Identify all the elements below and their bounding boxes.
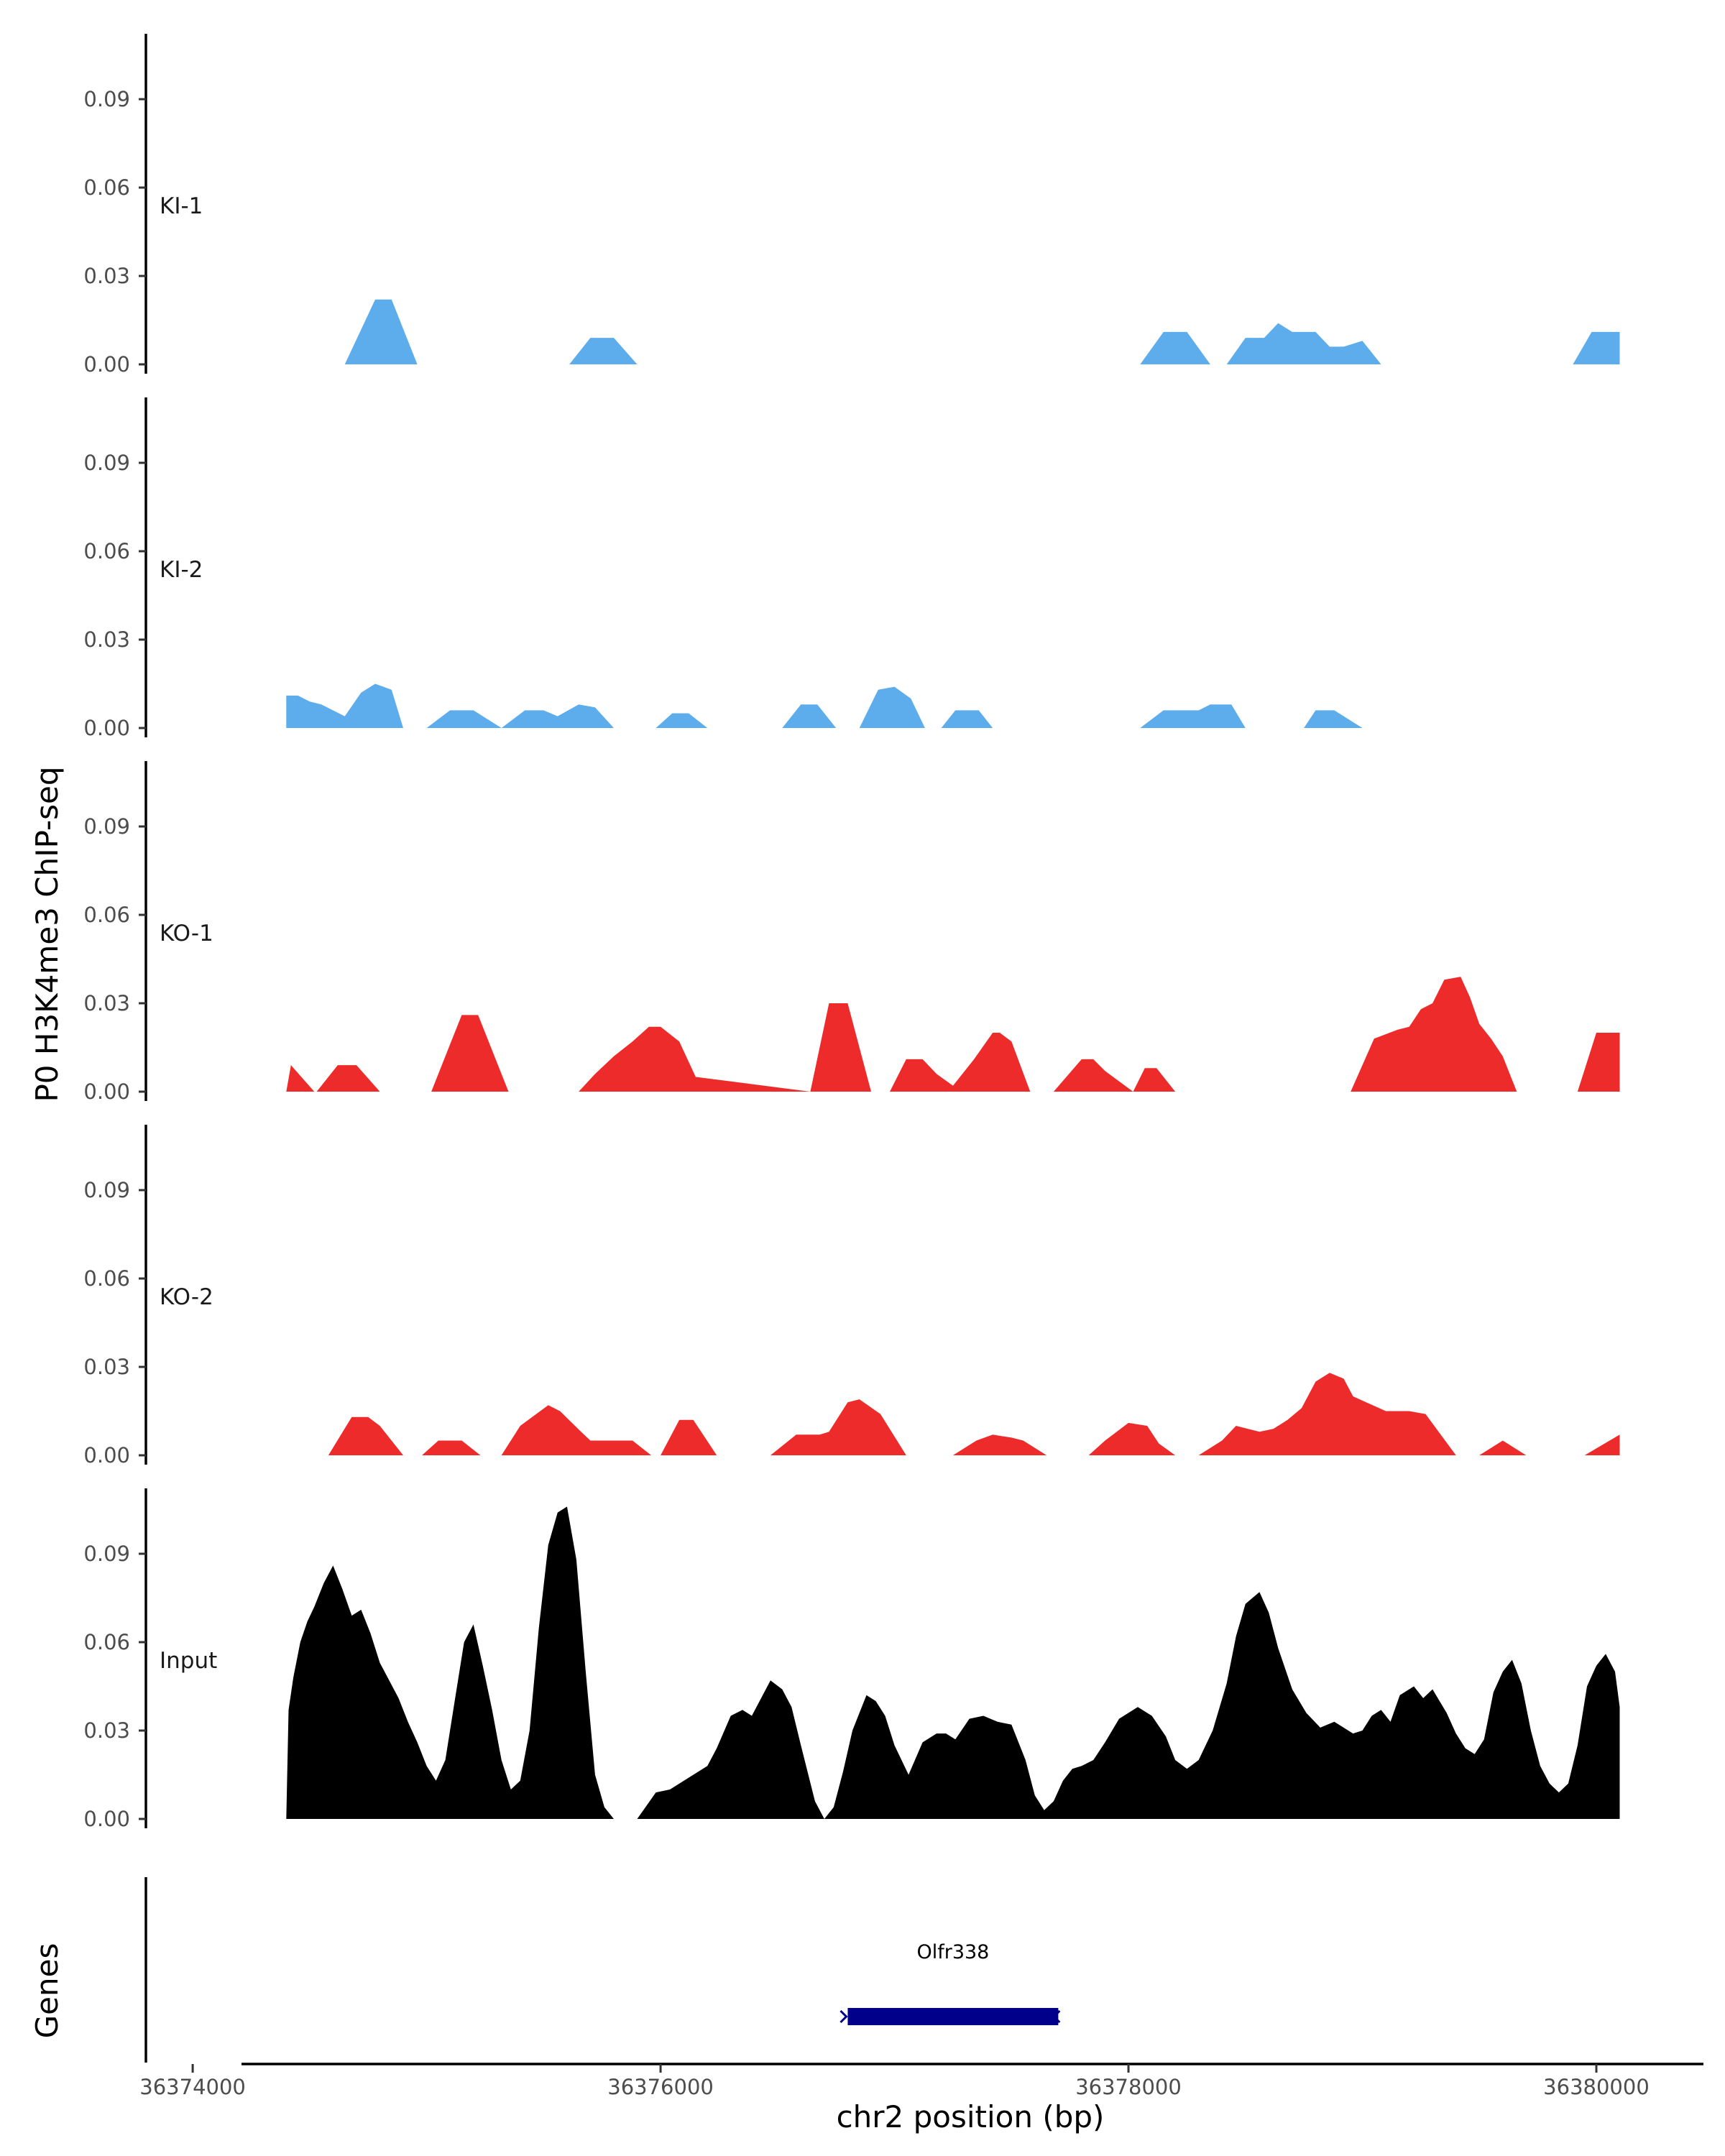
y-tick-label: 0.00 (83, 1079, 130, 1104)
y-axis-title: P0 H3K4me3 ChIP-seq (29, 766, 65, 1102)
y-tick-label: 0.00 (83, 716, 130, 740)
track-area-ko-1 (286, 977, 1620, 1092)
y-tick-label: 0.09 (83, 814, 130, 839)
y-tick-label: 0.09 (83, 1178, 130, 1202)
y-tick-label: 0.03 (83, 1355, 130, 1379)
y-tick-label: 0.06 (83, 903, 130, 927)
y-tick-label: 0.00 (83, 352, 130, 377)
x-axis-title: chr2 position (bp) (837, 2099, 1105, 2134)
y-tick-label: 0.03 (83, 264, 130, 288)
track-label: KI-1 (160, 193, 203, 219)
track-label: KO-1 (160, 921, 213, 946)
track-label: KO-2 (160, 1284, 213, 1310)
y-tick-label: 0.06 (83, 175, 130, 200)
x-tick-label: 36376000 (607, 2075, 714, 2099)
track-label: KI-2 (160, 557, 203, 583)
y-tick-label: 0.03 (83, 991, 130, 1015)
y-tick-label: 0.09 (83, 451, 130, 475)
genes-axis-title: Genes (29, 1943, 65, 2039)
y-tick-label: 0.03 (83, 627, 130, 652)
gene-label: Olfr338 (916, 1941, 989, 1963)
track-area-ko-2 (328, 1373, 1620, 1455)
track-area-ki-1 (344, 299, 1620, 364)
track-ki-1: 0.00 0.03 0.06 0.09 KI-1 (83, 34, 1620, 377)
y-tick-label: 0.09 (83, 1542, 130, 1566)
track-ki-2: 0.00 0.03 0.06 0.09 KI-2 (83, 397, 1363, 740)
y-tick-label: 0.09 (83, 87, 130, 111)
track-area-input (286, 1506, 1620, 1819)
x-axis: 36374000 36376000 36378000 36380000 (139, 2063, 1703, 2099)
y-tick-label: 0.00 (83, 1807, 130, 1831)
x-tick-label: 36380000 (1543, 2075, 1650, 2099)
strand-arrow-icon (840, 2009, 848, 2024)
track-area-ki-2 (286, 683, 1363, 728)
track-ko-1: 0.00 0.03 0.06 0.09 KO-1 (83, 761, 1620, 1104)
track-ko-2: 0.00 0.03 0.06 0.09 KO-2 (83, 1125, 1620, 1468)
y-tick-label: 0.06 (83, 1266, 130, 1291)
x-tick-label: 36378000 (1075, 2075, 1182, 2099)
gene-bar (847, 2008, 1059, 2025)
track-input: 0.00 0.03 0.06 0.09 Input (83, 1488, 1620, 1831)
x-tick-label: 36374000 (139, 2075, 246, 2099)
y-tick-label: 0.03 (83, 1718, 130, 1743)
track-label: Input (160, 1648, 217, 1674)
y-tick-label: 0.06 (83, 539, 130, 563)
y-tick-label: 0.06 (83, 1630, 130, 1654)
tracks-layer: 0.00 0.03 0.06 0.09 KI-1 0.00 0.03 0.06 0.09 KI-2… (83, 34, 1620, 1831)
strand-arrow-icon (1052, 2009, 1061, 2024)
genes-panel: Olfr338 (144, 1877, 1061, 2063)
y-tick-label: 0.00 (83, 1443, 130, 1468)
